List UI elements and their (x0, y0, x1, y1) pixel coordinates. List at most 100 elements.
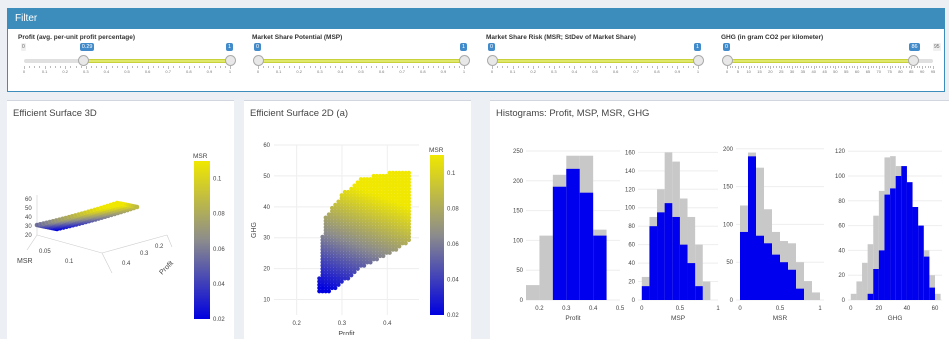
surface-point (403, 209, 408, 214)
histogram-bar[interactable] (756, 167, 764, 300)
histogram-bar[interactable] (812, 292, 820, 300)
surface-point (397, 231, 402, 236)
surface-point (352, 269, 357, 275)
histogram-bar[interactable] (552, 186, 567, 300)
surface-point (349, 260, 354, 265)
histogram-bar[interactable] (702, 281, 711, 300)
histogram-bar[interactable] (788, 269, 796, 300)
histogram-bar[interactable] (796, 288, 804, 300)
histogram-bar[interactable] (796, 262, 804, 300)
histogram-bar[interactable] (687, 216, 696, 300)
surface-point (374, 180, 380, 185)
surface-3d-chart[interactable]: 20 30 40 50 60 0.05 0.1 MSR 0.2 0.3 0.4 Profit MSR 0.… (7, 125, 234, 335)
surface-point (400, 241, 405, 246)
y-tick-label: 140 (625, 169, 636, 175)
surface-point (406, 221, 412, 227)
histogram-bar[interactable] (918, 225, 924, 300)
histogram-bar[interactable] (764, 243, 772, 300)
histogram-bar[interactable] (873, 215, 879, 300)
surface-point (330, 247, 335, 252)
slider-handle-from[interactable] (252, 55, 264, 66)
histogram-bar[interactable] (901, 166, 907, 300)
surface-2d-chart[interactable]: 10 20 30 40 50 60 0.2 0.3 0.4 Profit GHG MSR 0.1 0.08… (244, 125, 471, 335)
histogram-bar[interactable] (780, 262, 788, 300)
histogram-bar[interactable] (740, 231, 748, 300)
histogram-bar[interactable] (923, 256, 930, 300)
histogram-bar[interactable] (884, 194, 891, 300)
histogram-bar[interactable] (873, 269, 879, 300)
surface-point (323, 215, 328, 220)
histogram-bar[interactable] (878, 190, 885, 300)
histogram-bar[interactable] (895, 176, 902, 300)
histogram-bar[interactable] (664, 203, 673, 300)
surface-point (352, 225, 357, 230)
colorbar-title: MSR (429, 147, 444, 154)
histogram-bar[interactable] (641, 286, 650, 300)
surface-point (317, 276, 322, 281)
surface-point (387, 193, 392, 198)
y-axis-label: Profit (158, 260, 175, 277)
histogram-bar[interactable] (679, 244, 688, 300)
histogram-bar[interactable] (593, 235, 607, 300)
slider-tick-label: 55 (844, 69, 849, 74)
histogram-bar[interactable] (657, 212, 665, 300)
slider-handle-to[interactable] (224, 55, 236, 66)
histogram-bar[interactable] (687, 263, 696, 300)
histogram-bar[interactable] (695, 244, 703, 300)
surface-point (374, 218, 380, 223)
slider-tick-label: 0.1 (275, 69, 282, 74)
histogram-bar[interactable] (756, 235, 764, 300)
surface-point (330, 231, 335, 236)
histogram-bar[interactable] (526, 285, 540, 300)
histogram-bar[interactable] (906, 182, 913, 300)
surface-point (323, 218, 328, 223)
surface-point (387, 228, 392, 233)
surface-point (406, 177, 412, 182)
histogram-bar[interactable] (672, 216, 680, 300)
histogram-bar[interactable] (929, 287, 935, 300)
surface-point (320, 269, 325, 275)
slider-handle-from[interactable] (78, 55, 90, 66)
surface-point (333, 269, 338, 275)
histogram-bar[interactable] (579, 192, 594, 300)
histogram-bar[interactable] (695, 286, 703, 300)
histogram-bar[interactable] (850, 293, 857, 300)
histogram-bar[interactable] (912, 207, 919, 300)
slider-handle-from[interactable] (721, 55, 733, 66)
histogram-bar[interactable] (934, 293, 941, 300)
surface-point (320, 282, 325, 287)
surface-point (330, 234, 335, 239)
histogram-bar[interactable] (649, 226, 658, 300)
histogram-bar[interactable] (772, 254, 780, 300)
histogram-bar[interactable] (566, 168, 580, 300)
slider-handle-to[interactable] (692, 55, 704, 66)
surface-point (326, 257, 332, 262)
surface-point (339, 253, 344, 259)
histogram-bar[interactable] (748, 156, 756, 300)
surface-point (320, 250, 325, 255)
surface-point (390, 177, 396, 182)
slider-tick-label: 5 (736, 69, 739, 74)
histogram-bar[interactable] (862, 262, 868, 300)
histogram-bar[interactable] (867, 244, 874, 300)
surface-point (362, 257, 367, 262)
surface-point (346, 199, 351, 204)
histogram-bar[interactable] (878, 250, 885, 300)
slider-handle-to[interactable] (458, 55, 470, 66)
histogram-bar[interactable] (804, 281, 812, 300)
surface-point (381, 177, 386, 182)
surface-point (397, 228, 402, 233)
histogram-bar[interactable] (890, 188, 896, 300)
slider-handle-from[interactable] (486, 55, 498, 66)
histogram-bar[interactable] (539, 235, 553, 300)
histogram-bar[interactable] (867, 293, 874, 300)
surface-point (320, 260, 325, 265)
slider-ticks: 0 0.1 0.2 0.3 0.4 0.5 0.6 0.7 0.8 0.9 1 (257, 69, 465, 79)
slider-tick-label: 0 (490, 69, 494, 74)
slider-handle-to[interactable] (907, 55, 919, 66)
surface-point (326, 225, 332, 230)
surface-point (339, 276, 344, 281)
histogram-bar[interactable] (856, 281, 863, 300)
surface-point (358, 250, 364, 255)
